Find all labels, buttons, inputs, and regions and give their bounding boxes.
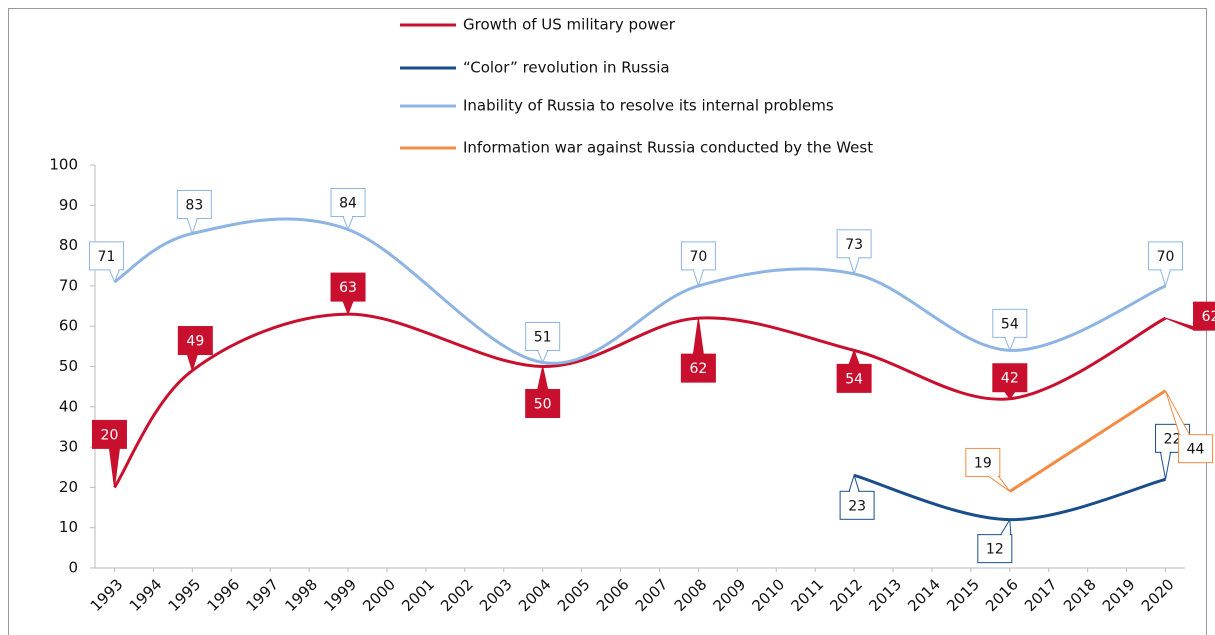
- x-tick-label: 2007: [632, 575, 672, 615]
- series-line: [853, 473, 1166, 522]
- data-label: 54: [845, 371, 863, 387]
- x-tick-label: 2009: [710, 575, 750, 615]
- y-tick-label: 10: [59, 518, 78, 536]
- x-tick-label: 2014: [904, 575, 944, 615]
- x-tick-label: 1997: [242, 575, 282, 615]
- y-tick-label: 20: [59, 478, 78, 496]
- x-tick-label: 2015: [943, 575, 983, 615]
- data-label: 71: [98, 249, 116, 265]
- legend-label: Inability of Russia to resolve its inter…: [463, 97, 834, 115]
- label-pointer: [1159, 451, 1172, 480]
- series-line: [113, 312, 1167, 489]
- data-label: 12: [986, 542, 1004, 558]
- data-label-box: [1193, 301, 1215, 331]
- x-tick-label: 2008: [671, 575, 711, 615]
- x-tick-label: 2016: [982, 575, 1022, 615]
- data-label: 51: [534, 329, 552, 345]
- data-label: 62: [1202, 309, 1215, 325]
- y-tick-label: 50: [59, 357, 78, 375]
- data-label: 44: [1187, 442, 1205, 458]
- label-pointer: [987, 475, 1011, 492]
- label-pointer: [999, 518, 1012, 536]
- y-tick-label: 80: [59, 236, 78, 254]
- x-tick-label: 2003: [476, 575, 516, 615]
- data-label: 63: [339, 280, 357, 296]
- data-label: 22: [1164, 431, 1182, 447]
- x-tick-label: 1993: [87, 575, 127, 615]
- data-label-box: [680, 353, 716, 383]
- data-label-box: [1178, 434, 1214, 464]
- series-line: [113, 217, 1167, 365]
- label-pointer: [848, 257, 860, 276]
- label-pointer: [692, 318, 704, 355]
- legend-label: “Color” revolution in Russia: [463, 59, 670, 77]
- data-label: 42: [1001, 371, 1019, 387]
- x-tick-label: 2010: [749, 575, 789, 615]
- data-label: 62: [689, 361, 707, 377]
- y-tick-label: 40: [59, 397, 78, 415]
- x-tick-label: 2020: [1138, 575, 1178, 615]
- data-label: 23: [848, 498, 866, 514]
- x-tick-label: 2011: [787, 575, 827, 615]
- data-label: 50: [534, 397, 552, 413]
- y-tick-label: 30: [59, 438, 78, 456]
- data-label-box: [177, 326, 213, 356]
- y-tick-label: 100: [49, 156, 78, 174]
- y-tick-label: 60: [59, 317, 78, 335]
- data-label-box: [836, 363, 872, 393]
- x-tick-label: 1999: [320, 575, 360, 615]
- data-label-box: [1148, 241, 1184, 271]
- x-tick-label: 1998: [281, 575, 321, 615]
- y-tick-label: 90: [59, 196, 78, 214]
- data-label: 70: [1157, 249, 1175, 265]
- series-line: [1009, 389, 1167, 493]
- data-label: 73: [845, 237, 863, 253]
- data-label: 19: [974, 455, 992, 471]
- data-label: 70: [689, 249, 707, 265]
- y-tick-label: 70: [59, 276, 78, 294]
- x-tick-label: 2004: [515, 575, 555, 615]
- data-label-box: [330, 272, 366, 302]
- x-tick-label: 2002: [437, 575, 477, 615]
- x-tick-label: 2013: [865, 575, 905, 615]
- x-tick-label: 2006: [593, 575, 633, 615]
- data-label-box: [330, 187, 366, 217]
- y-tick-label: 0: [68, 559, 78, 577]
- x-tick-label: 1994: [126, 575, 166, 615]
- data-label-box: [992, 308, 1028, 338]
- label-pointer: [537, 366, 549, 390]
- x-tick-label: 2012: [826, 575, 866, 615]
- data-label-box: [977, 534, 1013, 564]
- data-label-box: [88, 241, 124, 271]
- data-label: 84: [339, 195, 357, 211]
- x-tick-label: 2017: [1021, 575, 1061, 615]
- data-label: 83: [185, 198, 203, 214]
- x-tick-label: 2001: [398, 575, 438, 615]
- legend-label: Growth of US military power: [463, 16, 676, 34]
- legend-label: Information war against Russia conducted…: [463, 139, 873, 157]
- label-pointer: [1159, 269, 1172, 288]
- x-tick-label: 2000: [359, 575, 399, 615]
- data-label-box: [836, 229, 872, 259]
- data-label-box: [91, 419, 127, 449]
- data-label: 49: [186, 334, 204, 350]
- data-label: 20: [101, 427, 119, 443]
- x-tick-label: 1995: [165, 575, 205, 615]
- data-label-box: [839, 490, 875, 520]
- x-tick-label: 2018: [1060, 575, 1100, 615]
- data-label: 54: [1001, 316, 1019, 332]
- label-pointer: [342, 300, 354, 316]
- data-label-box: [992, 363, 1028, 393]
- label-pointer: [1004, 336, 1016, 352]
- data-label-box: [965, 447, 1001, 477]
- x-tick-label: 1996: [204, 575, 244, 615]
- x-tick-label: 2005: [554, 575, 594, 615]
- x-tick-label: 2019: [1099, 575, 1139, 615]
- data-label-box: [525, 389, 561, 418]
